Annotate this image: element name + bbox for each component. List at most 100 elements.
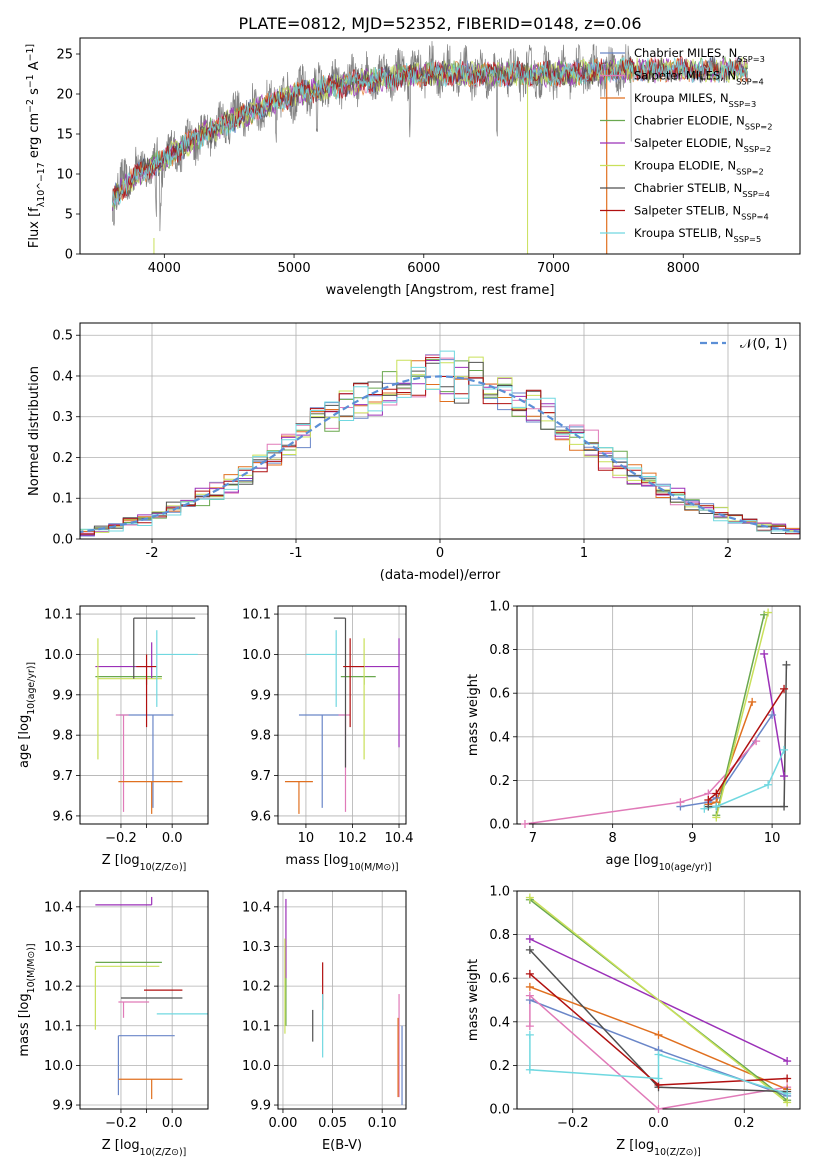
- label-part: λ10^−17: [36, 162, 47, 207]
- x-tick-label: 10: [298, 831, 315, 846]
- label-part: 0.3: [52, 410, 73, 425]
- y-axis-label: mass weight: [466, 959, 481, 1041]
- marker-salpeter-elodie: [525, 934, 534, 943]
- x-tick-label: 10.4: [385, 831, 414, 846]
- legend-label: Salpeter MILES, NSSP=4: [634, 69, 764, 87]
- line-salpeter-stelib: [707, 688, 785, 801]
- label-part: 1.0: [489, 600, 510, 615]
- marker-salpeter-stelib: [783, 1074, 792, 1083]
- x-tick-label: -1: [290, 546, 303, 561]
- axes-spectrum: 4000 5000 6000 7000 8000 0 5 10 15 20 25: [56, 37, 801, 276]
- y-tick-label: 0.4: [489, 1015, 510, 1030]
- marker-salpeter-elodie: [760, 649, 769, 658]
- label-part: 10.1: [242, 1019, 271, 1034]
- label-part: Z [log: [616, 1138, 654, 1153]
- y-tick-label: 10.1: [242, 608, 271, 623]
- label-part: −2: [25, 99, 36, 113]
- label-part: 0.8: [489, 643, 510, 658]
- y-tick-label: 0.6: [489, 687, 510, 702]
- x-tick-label: 0.10: [368, 1116, 397, 1131]
- axes-weight-vs-age: 7 8 9 10 0.0 0.2 0.4 0.6 0.8 1.0: [489, 600, 801, 846]
- label-part: 9.7: [52, 769, 73, 784]
- y-tick-label: 20: [56, 88, 73, 103]
- label-part: 0.6: [489, 687, 510, 702]
- label-part: mass weight: [466, 959, 481, 1041]
- label-part: A: [27, 61, 42, 74]
- normal-curve: [80, 375, 800, 534]
- marker-kroupa-elodie: [525, 893, 534, 902]
- y-axis-label: mass weight: [466, 674, 481, 756]
- marker-kroupa-elodie: [712, 813, 721, 822]
- x-tick-label: 2: [724, 546, 732, 561]
- label-part: 5: [65, 208, 73, 223]
- label-part: mass weight: [466, 674, 481, 756]
- y-tick-label: 0.8: [489, 643, 510, 658]
- label-part: -2: [146, 546, 159, 561]
- y-tick-label: 10.4: [242, 900, 271, 915]
- y-tick-label: 10.3: [242, 940, 271, 955]
- marker-kroupa-elodie: [764, 608, 773, 617]
- line-kroupa-elodie: [715, 612, 769, 818]
- histogram-kroupa-stelib: [80, 350, 800, 533]
- y-tick-label: 10.2: [44, 980, 73, 995]
- label-part: Salpeter MILES, N: [634, 69, 736, 83]
- x-axis-label: E(B-V): [322, 1138, 362, 1153]
- axes-frame: [516, 605, 801, 825]
- legend-label: Salpeter STELIB, NSSP=4: [634, 204, 769, 222]
- label-part: (data-model)/error: [380, 568, 501, 583]
- line-kroupa-stelib: [704, 749, 785, 810]
- label-part: 9.9: [52, 1099, 73, 1114]
- label-part: age [log: [17, 715, 32, 768]
- label-part: 0.4: [489, 730, 510, 745]
- model-spectrum-salpeter-stelib: [112, 56, 748, 203]
- y-tick-label: 0.0: [489, 1103, 510, 1118]
- label-part: erg cm: [27, 113, 42, 162]
- label-part: Kroupa MILES, N: [634, 91, 729, 105]
- label-part: 𝒩(0, 1): [740, 337, 787, 352]
- label-part: 25: [56, 48, 73, 63]
- label-part: 0.10: [368, 1116, 397, 1131]
- model-spectrum-kroupa-stelib: [112, 57, 748, 206]
- label-part: SSP=4: [741, 212, 769, 222]
- x-tick-label: -2: [146, 546, 159, 561]
- plot-area-mass-vs-z: [94, 896, 208, 1100]
- marker-salpeter-elodie: [783, 1057, 792, 1066]
- y-axis-label: Flux [fλ10^−17 erg cm−2 s−1 A−1]: [25, 44, 47, 248]
- label-part: 0.2: [734, 1116, 755, 1131]
- legend-residuals: 𝒩(0, 1): [700, 337, 787, 352]
- y-tick-label: 0: [65, 248, 73, 263]
- y-tick-label: 9.9: [52, 1099, 73, 1114]
- x-axis-label: age [log10(age/yr)]: [605, 853, 711, 873]
- label-part: Chabrier MILES, N: [634, 46, 737, 60]
- label-part: 10(Z/Z⊙)]: [140, 1147, 187, 1158]
- label-part: 10.4: [385, 831, 414, 846]
- x-tick-label: 0.0: [648, 1116, 669, 1131]
- x-tick-label: −0.2: [557, 1116, 589, 1131]
- axes-frame: [277, 605, 407, 825]
- marker-salpeter-elodie: [780, 772, 789, 781]
- marker-kroupa-stelib: [783, 1089, 792, 1098]
- y-tick-label: 10.3: [44, 940, 73, 955]
- line-kroupa-elodie: [529, 896, 788, 1104]
- label-part: 0.0: [52, 533, 73, 548]
- label-part: wavelength [Angstrom, rest frame]: [326, 283, 555, 298]
- label-part: mass [log: [17, 993, 32, 1056]
- x-axis-label: (data-model)/error: [380, 568, 501, 583]
- plot-area-mass-vs-ebv: [284, 898, 403, 1106]
- y-tick-label: 10.1: [44, 1019, 73, 1034]
- label-part: Salpeter STELIB, N: [634, 204, 741, 218]
- x-axis-label: mass [log10(M/M⊙)]: [285, 853, 398, 873]
- x-tick-label: −0.2: [105, 831, 137, 846]
- marker-salpeter-stelib: [525, 969, 534, 978]
- y-tick-label: 10.1: [242, 1019, 271, 1034]
- label-part: 10.0: [242, 1059, 271, 1074]
- y-tick-label: 1.0: [489, 600, 510, 615]
- axes-age-vs-z: −0.2 0.0 9.6 9.7 9.8 9.9 10.0 10.1: [44, 605, 209, 846]
- label-part: 10.3: [242, 940, 271, 955]
- y-axis-label: Normed distribution: [27, 366, 42, 496]
- x-axis-label: Z [log10(Z/Z⊙)]: [616, 1138, 701, 1158]
- label-part: SSP=2: [736, 167, 764, 177]
- legend-label: Chabrier ELODIE, NSSP=2: [634, 114, 772, 132]
- line-chabrier-elodie: [715, 614, 765, 816]
